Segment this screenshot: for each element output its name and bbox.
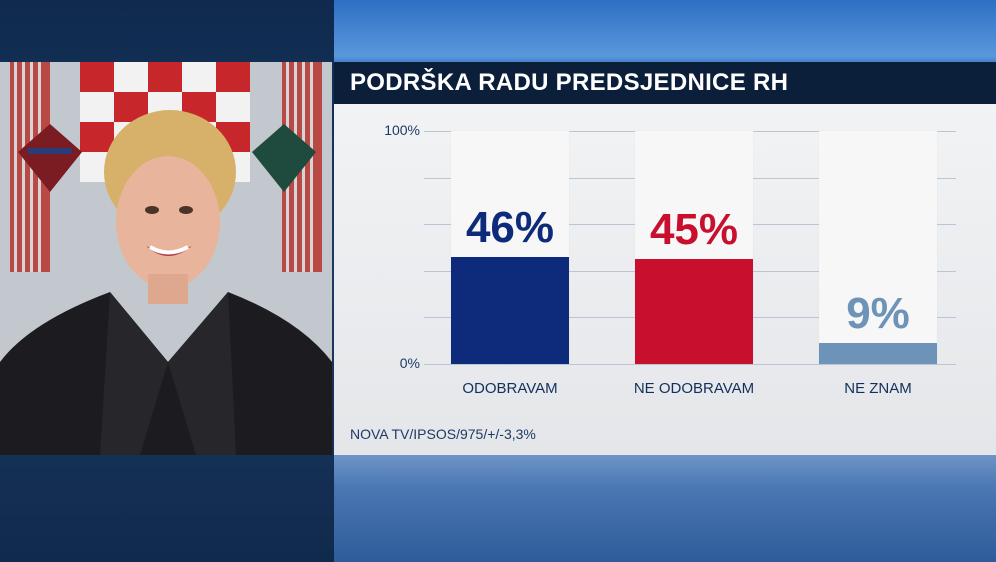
y-tick-label: 100% (384, 122, 420, 138)
bar-odobravam (451, 256, 569, 364)
y-tick-label: 0% (399, 355, 420, 371)
bar-value-label: 46% (465, 202, 555, 252)
bar-background (819, 131, 937, 364)
chart-area: NOVA TV/IPSOS/975/+/-3,3% 100% 0% 46% ODOBR… (334, 104, 996, 455)
bar-value-label: 45% (649, 205, 739, 255)
chart-panel: PODRŠKA RADU PREDSJEDNICE RH NOVA TV/IPS… (334, 62, 996, 455)
chart-title: PODRŠKA RADU PREDSJEDNICE RH (350, 69, 789, 96)
category-label: ODOBRAVAM (462, 380, 558, 397)
bar-ne-znam (819, 343, 937, 364)
category-label: NE ZNAM (844, 380, 912, 397)
category-label: NE ODOBRAVAM (633, 380, 755, 397)
portrait-photo (0, 62, 332, 455)
bar-ne-odobravam (635, 259, 753, 364)
panel-header: PODRŠKA RADU PREDSJEDNICE RH (334, 62, 996, 104)
bar-value-label: 9% (846, 289, 910, 339)
gridline (424, 364, 956, 365)
source-note: NOVA TV/IPSOS/975/+/-3,3% (350, 426, 536, 442)
